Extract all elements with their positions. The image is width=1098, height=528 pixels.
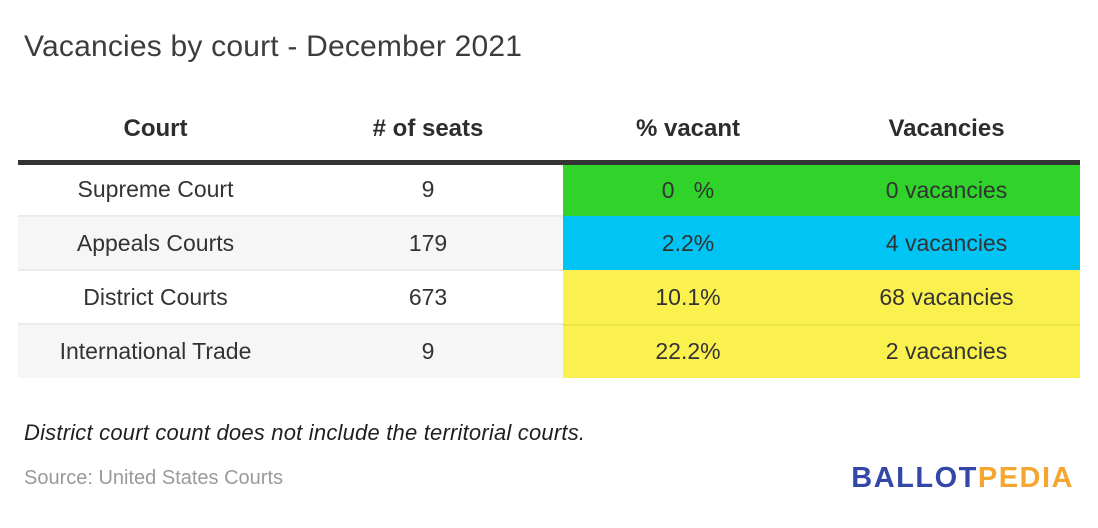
court-cell: Appeals Courts	[18, 215, 293, 270]
footnote: District court count does not include th…	[24, 420, 586, 445]
col-header-vacancies: Vacancies	[813, 104, 1080, 165]
vacancies-cell: 2 vacancies	[813, 324, 1080, 378]
table-row: Appeals Courts 179 2.2% 4 vacancies	[18, 215, 1080, 270]
source-attribution: Source: United States Courts	[24, 467, 284, 489]
logo-text-pedia: PEDIA	[977, 462, 1074, 494]
logo-text-ballot: BALLOT	[851, 462, 978, 494]
table-row: International Trade 9 22.2% 2 vacancies	[18, 323, 1080, 378]
col-header-pct-vacant: % vacant	[563, 104, 813, 165]
page-title: Vacancies by court - December 2021	[24, 30, 523, 63]
footer: Source: United States Courts BALLOTPEDIA	[24, 464, 1074, 493]
vacancies-cell: 4 vacancies	[813, 216, 1080, 270]
court-cell: Supreme Court	[77, 176, 234, 203]
seats-cell: 673	[293, 269, 563, 324]
vacancies-cell: 0 vacancies	[813, 162, 1080, 216]
court-cell: International Trade	[18, 323, 293, 378]
table-header-row: Court # of seats % vacant Vacancies	[18, 104, 1080, 165]
seats-cell: 179	[293, 215, 563, 270]
pct-vacant-cell: 22.2%	[563, 324, 813, 378]
table-body: Supreme Court 9 0 % 0 vacancies Appeals …	[18, 162, 1080, 378]
infographic: Vacancies by court - December 2021 Court…	[18, 30, 1080, 493]
seats-cell: 9	[293, 323, 563, 378]
vacancies-cell: 68 vacancies	[813, 270, 1080, 324]
table-row: District Courts 673 10.1% 68 vacancies	[18, 269, 1080, 324]
col-header-seats: # of seats	[293, 104, 563, 165]
pct-vacant-cell: 0 %	[563, 162, 813, 216]
seats-cell: 9	[421, 176, 435, 203]
court-cell: District Courts	[18, 269, 293, 324]
pct-vacant-cell: 2.2%	[563, 216, 813, 270]
vacancies-table: Court # of seats % vacant Vacancies Supr…	[18, 104, 1080, 378]
col-header-court: Court	[18, 104, 293, 165]
table-row: Supreme Court 9 0 % 0 vacancies	[18, 162, 1080, 216]
ballotpedia-logo: BALLOTPEDIA	[851, 464, 1074, 493]
pct-vacant-cell: 10.1%	[563, 270, 813, 324]
